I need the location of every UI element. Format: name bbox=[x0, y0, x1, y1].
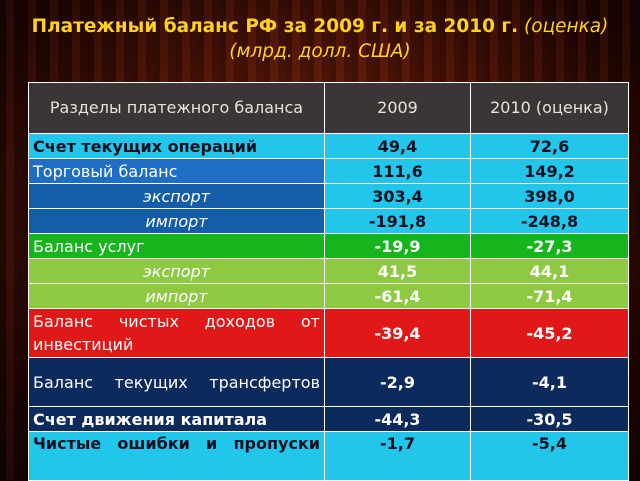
value-2009: -2,9 bbox=[324, 357, 471, 407]
balance-table: Разделы платежного баланса 2009 2010 (оц… bbox=[28, 82, 629, 481]
value-2010: -4,1 bbox=[470, 357, 629, 407]
row-label: Счет движения капитала bbox=[28, 406, 325, 432]
table-row: Баланс чистых доходов от инвестиций -39,… bbox=[28, 308, 629, 358]
title-note: (оценка) bbox=[524, 16, 609, 37]
value-2010: -248,8 bbox=[470, 208, 629, 234]
value-2009: 303,4 bbox=[324, 183, 471, 209]
table-row: Баланс текущих трансфертов -2,9 -4,1 bbox=[28, 357, 629, 407]
value-2010: -45,2 bbox=[470, 308, 629, 358]
header-2009: 2009 bbox=[324, 82, 471, 134]
row-label: Торговый баланс bbox=[28, 158, 325, 184]
value-2009: -39,4 bbox=[324, 308, 471, 358]
value-2010: -27,3 bbox=[470, 233, 629, 259]
value-2009: -44,3 bbox=[324, 406, 471, 432]
value-2009: 49,4 bbox=[324, 133, 471, 159]
row-label: импорт bbox=[28, 283, 325, 309]
table-row: Счет движения капитала -44,3 -30,5 bbox=[28, 406, 629, 432]
table-row: Чистые ошибки и пропуски -1,7 -5,4 bbox=[28, 431, 629, 481]
row-label: Чистые ошибки и пропуски bbox=[28, 431, 325, 481]
value-2009: 111,6 bbox=[324, 158, 471, 184]
value-2009: -191,8 bbox=[324, 208, 471, 234]
value-2010: 149,2 bbox=[470, 158, 629, 184]
row-label: экспорт bbox=[28, 183, 325, 209]
value-2009: -1,7 bbox=[324, 431, 471, 481]
row-label: Баланс услуг bbox=[28, 233, 325, 259]
table-row: экспорт 303,4 398,0 bbox=[28, 183, 629, 209]
header-sections: Разделы платежного баланса bbox=[28, 82, 325, 134]
value-2010: 398,0 bbox=[470, 183, 629, 209]
row-label: экспорт bbox=[28, 258, 325, 284]
row-label: Баланс текущих трансфертов bbox=[28, 357, 325, 407]
table-header-row: Разделы платежного баланса 2009 2010 (оц… bbox=[28, 82, 629, 134]
value-2010: -71,4 bbox=[470, 283, 629, 309]
table-row: Торговый баланс 111,6 149,2 bbox=[28, 158, 629, 184]
row-label: Баланс чистых доходов от инвестиций bbox=[28, 308, 325, 358]
table-row: импорт -61,4 -71,4 bbox=[28, 283, 629, 309]
header-2010: 2010 (оценка) bbox=[470, 82, 629, 134]
value-2009: -19,9 bbox=[324, 233, 471, 259]
table-row: Счет текущих операций 49,4 72,6 bbox=[28, 133, 629, 159]
value-2010: -30,5 bbox=[470, 406, 629, 432]
slide-title: Платежный баланс РФ за 2009 г. и за 2010… bbox=[0, 14, 640, 64]
table-row: экспорт 41,5 44,1 bbox=[28, 258, 629, 284]
title-units: (млрд. долл. США) bbox=[229, 41, 411, 62]
title-main: Платежный баланс РФ за 2009 г. и за 2010… bbox=[31, 16, 519, 37]
value-2010: -5,4 bbox=[470, 431, 629, 481]
row-label: импорт bbox=[28, 208, 325, 234]
value-2010: 44,1 bbox=[470, 258, 629, 284]
row-label: Счет текущих операций bbox=[28, 133, 325, 159]
table-row: импорт -191,8 -248,8 bbox=[28, 208, 629, 234]
value-2009: 41,5 bbox=[324, 258, 471, 284]
value-2010: 72,6 bbox=[470, 133, 629, 159]
table-row: Баланс услуг -19,9 -27,3 bbox=[28, 233, 629, 259]
value-2009: -61,4 bbox=[324, 283, 471, 309]
